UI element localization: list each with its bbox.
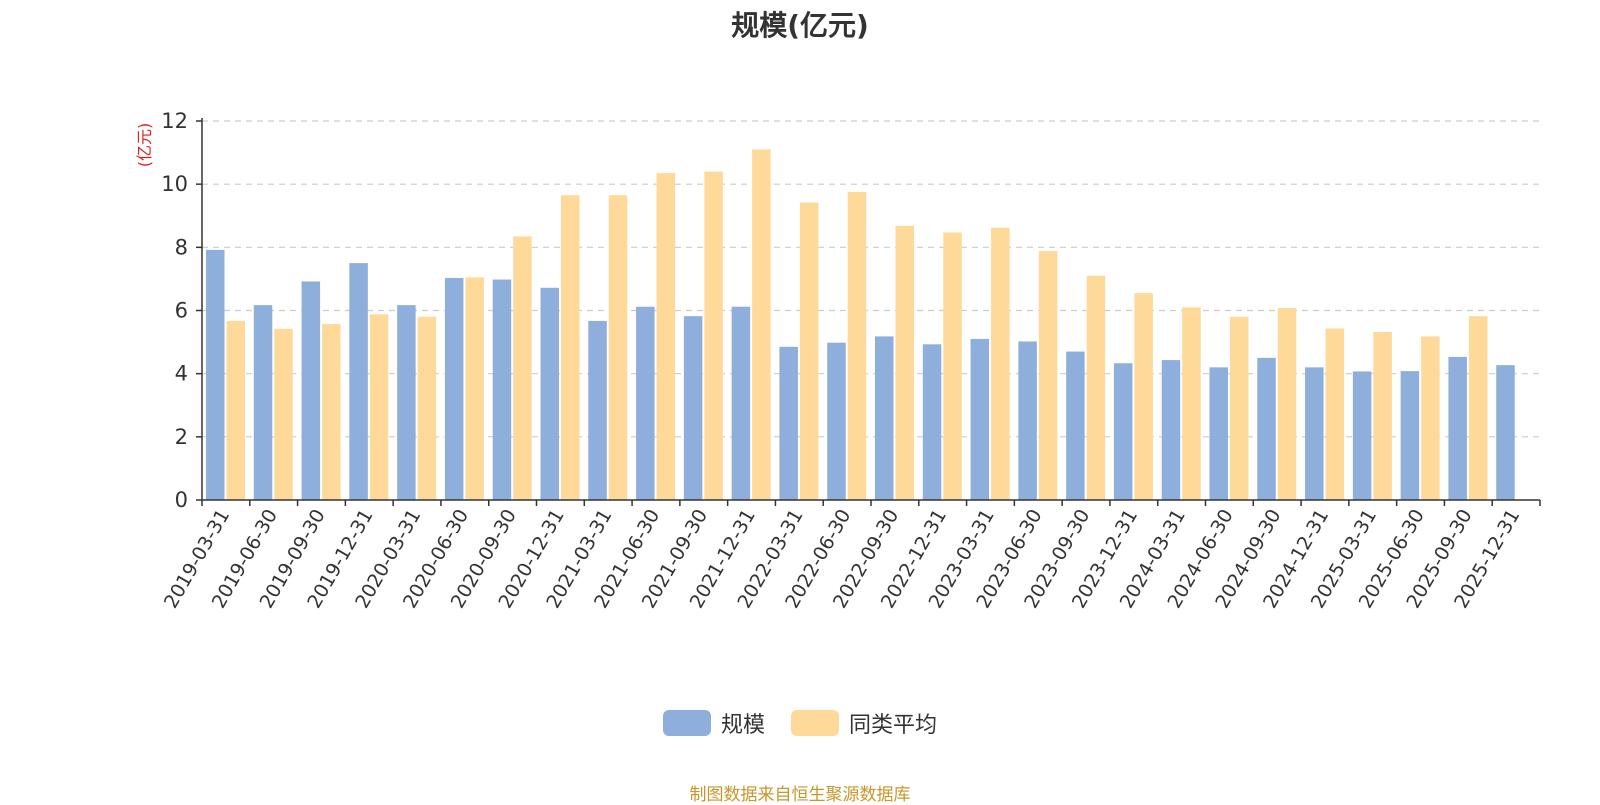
y-tick-label: 10 xyxy=(161,172,188,196)
bar-series-0 xyxy=(1400,371,1420,500)
bar-series-0 xyxy=(444,277,464,500)
bar-series-1 xyxy=(847,192,867,500)
bar-series-1 xyxy=(608,195,628,501)
bar-series-0 xyxy=(779,346,798,500)
bar-series-0 xyxy=(683,316,703,500)
bar-series-1 xyxy=(1325,328,1345,500)
bar-series-1 xyxy=(752,149,771,501)
bar-series-1 xyxy=(1134,293,1153,500)
bar-series-1 xyxy=(1230,316,1249,500)
bar-series-0 xyxy=(731,306,751,500)
bar-series-0 xyxy=(922,344,942,500)
bar-series-1 xyxy=(1421,336,1440,500)
y-tick-label: 4 xyxy=(175,362,188,386)
bar-series-1 xyxy=(943,232,962,500)
bar-series-1 xyxy=(513,236,532,500)
bar-series-1 xyxy=(465,277,484,500)
bar-series-0 xyxy=(253,305,273,500)
bar-series-0 xyxy=(206,249,225,500)
bar-series-0 xyxy=(1018,341,1037,500)
bar-series-0 xyxy=(1448,356,1467,500)
bar-series-1 xyxy=(369,314,389,500)
bar-series-0 xyxy=(492,279,512,500)
bar-series-0 xyxy=(588,320,607,500)
chart-title: 规模(亿元) xyxy=(731,9,869,42)
bar-series-1 xyxy=(1038,251,1058,500)
legend-swatch-series-0 xyxy=(662,710,711,736)
bar-series-0 xyxy=(636,306,655,500)
bar-series-0 xyxy=(1066,351,1085,500)
legend-item-series-1[interactable]: 同类平均 xyxy=(791,707,937,739)
y-tick-label: 8 xyxy=(175,235,188,259)
bar-series-0 xyxy=(1161,360,1181,500)
legend-label-series-1: 同类平均 xyxy=(849,713,938,738)
bar-series-1 xyxy=(799,202,819,501)
y-tick-label: 12 xyxy=(161,109,188,133)
bar-series-1 xyxy=(1373,331,1392,500)
bar-series-0 xyxy=(1209,367,1228,500)
bar-series-1 xyxy=(417,316,437,500)
y-axis-label: (亿元) xyxy=(135,123,154,168)
bar-series-1 xyxy=(1182,307,1201,500)
bar-series-0 xyxy=(540,287,559,500)
bar-series-1 xyxy=(322,324,341,500)
legend: 规模 同类平均 xyxy=(0,707,1600,739)
bar-series-1 xyxy=(991,227,1010,501)
y-tick-label: 2 xyxy=(175,425,188,449)
legend-swatch-series-1 xyxy=(791,710,839,736)
bar-series-1 xyxy=(656,173,676,501)
bar-series-0 xyxy=(1257,357,1276,500)
data-source-note: 制图数据来自恒生聚源数据库 xyxy=(689,785,911,805)
bar-series-0 xyxy=(397,305,416,500)
bar-series-1 xyxy=(1277,307,1297,500)
bar-series-1 xyxy=(895,225,914,500)
y-tick-label: 0 xyxy=(175,488,188,512)
bar-series-1 xyxy=(561,195,580,501)
bar-series-0 xyxy=(1496,365,1515,500)
bar-series-1 xyxy=(1086,275,1106,500)
bar-series-1 xyxy=(1468,316,1488,500)
bar-series-0 xyxy=(301,281,321,500)
bar-series-1 xyxy=(226,320,245,500)
legend-label-series-0: 规模 xyxy=(720,713,765,738)
bar-series-0 xyxy=(1305,367,1324,500)
bar-series-0 xyxy=(875,336,894,500)
bar-series-0 xyxy=(970,338,990,500)
bar-series-0 xyxy=(349,263,368,500)
y-tick-label: 6 xyxy=(175,299,188,323)
bar-series-1 xyxy=(274,328,293,500)
legend-item-series-0[interactable]: 规模 xyxy=(662,707,765,739)
bar-series-1 xyxy=(704,171,723,501)
bar-series-0 xyxy=(1352,371,1372,500)
bar-series-0 xyxy=(827,342,846,500)
bar-series-0 xyxy=(1113,363,1133,500)
